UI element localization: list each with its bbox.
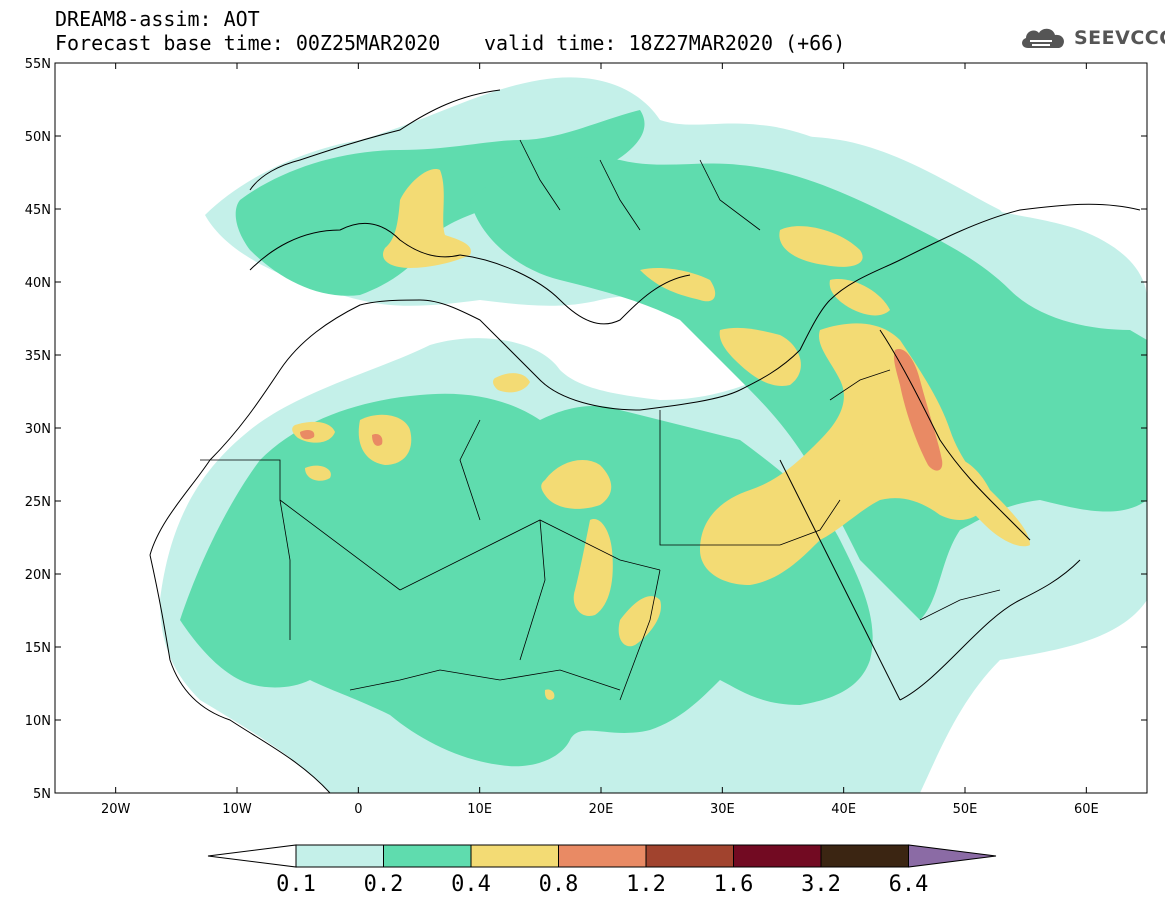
map-title: DREAM8-assim: AOT <box>55 7 260 31</box>
coastlines <box>149 89 1141 793</box>
colorbar-level-label: 0.8 <box>539 872 579 897</box>
colorbar-level-label: 0.1 <box>276 872 316 897</box>
lat-tick-label: 10N <box>25 714 51 729</box>
lon-tick-label: 60E <box>1074 802 1099 817</box>
lon-tick-label: 20E <box>589 802 614 817</box>
colorbar-level-label: 6.4 <box>889 872 929 897</box>
lat-tick-label: 15N <box>25 641 51 656</box>
lat-tick-label: 20N <box>25 568 51 583</box>
lon-tick-label: 0 <box>354 802 362 817</box>
colorbar-level-label: 0.4 <box>451 872 491 897</box>
colorbar-segment <box>733 844 822 868</box>
colorbar-segment <box>645 844 734 868</box>
colorbar-segment <box>820 844 909 868</box>
lat-tick-label: 45N <box>25 203 51 218</box>
lat-tick-label: 50N <box>25 130 51 145</box>
lon-tick-label: 10W <box>222 802 252 817</box>
latitude-axis: 55N 50N 45N 40N 35N 30N 25N 20N 15N 10N 5N <box>25 57 1147 802</box>
lat-tick-label: 35N <box>25 349 51 364</box>
colorbar-level-label: 3.2 <box>801 872 841 897</box>
colorbar: 0.1 0.2 0.4 0.8 1.2 1.6 3.2 6.4 <box>207 844 997 897</box>
valid-time: valid time: 18Z27MAR2020 (+66) <box>484 31 846 55</box>
logo-text: SEEVCCC <box>1074 27 1165 49</box>
lon-tick-label: 40E <box>831 802 856 817</box>
lat-tick-label: 40N <box>25 276 51 291</box>
aot-field <box>55 63 1147 793</box>
cloud-logo-icon <box>1022 28 1065 48</box>
colorbar-level-label: 1.2 <box>626 872 666 897</box>
lon-tick-label: 30E <box>710 802 735 817</box>
lat-tick-label: 5N <box>33 787 51 802</box>
forecast-base-time: Forecast base time: 00Z25MAR2020 <box>55 31 441 55</box>
lon-tick-label: 10E <box>467 802 492 817</box>
longitude-axis: 20W 10W 0 10E 20E 30E 40E 50E 60E <box>101 63 1099 817</box>
lat-tick-label: 55N <box>25 57 51 72</box>
colorbar-segment <box>383 844 472 868</box>
colorbar-level-label: 1.6 <box>714 872 754 897</box>
colorbar-over-arrow <box>908 844 997 868</box>
colorbar-segment <box>470 844 559 868</box>
colorbar-segment <box>558 844 647 868</box>
colorbar-level-label: 0.2 <box>364 872 404 897</box>
seevccc-logo: SEEVCCC <box>1018 24 1165 52</box>
aot-level-0.8 <box>300 349 943 471</box>
lat-tick-label: 25N <box>25 495 51 510</box>
borders <box>200 139 1001 701</box>
lat-tick-label: 30N <box>25 422 51 437</box>
lon-tick-label: 50E <box>953 802 978 817</box>
lon-tick-label: 20W <box>101 802 131 817</box>
colorbar-under-arrow <box>207 844 297 868</box>
colorbar-segment <box>295 844 384 868</box>
